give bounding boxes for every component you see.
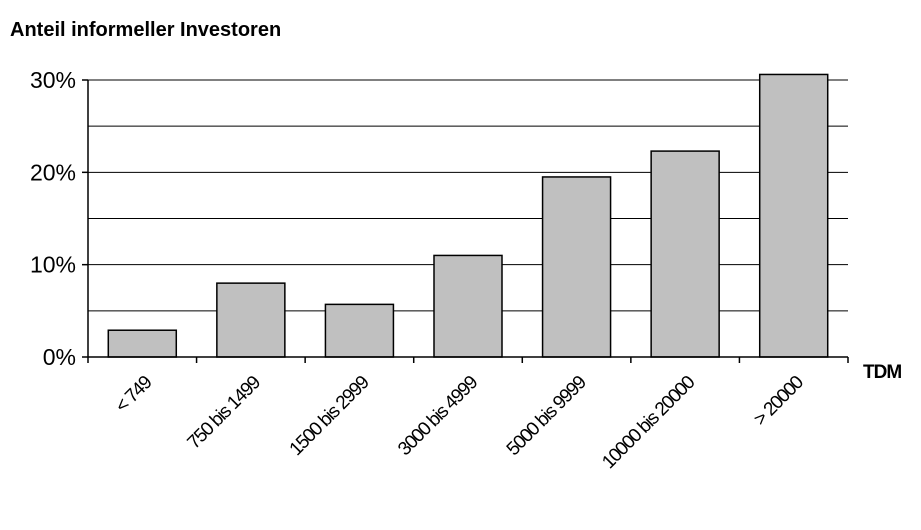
y-tick-label: 20% — [30, 159, 76, 185]
bar-6 — [758, 73, 829, 358]
x-tick-labels: < 749 750 bis 1499 1500 bis 2999 3000 bis 4… — [112, 372, 808, 473]
bar-0 — [107, 329, 178, 358]
x-tick-label: 5000 bis 9999 — [503, 372, 591, 460]
y-tick-labels: 0% 10% 20% 30% — [30, 67, 76, 370]
x-tick-label: 10000 bis 20000 — [598, 372, 699, 473]
bars — [107, 73, 829, 358]
chart-title: Anteil informeller Investoren — [10, 19, 282, 41]
x-tick-label: 3000 bis 4999 — [394, 372, 482, 460]
x-tick-label: 1500 bis 2999 — [286, 372, 374, 460]
x-tick-label: < 749 — [112, 372, 157, 417]
y-tick-label: 10% — [30, 252, 76, 278]
x-tick-label: > 20000 — [750, 372, 808, 430]
bar-4 — [541, 176, 612, 358]
bar-5 — [650, 150, 720, 358]
x-tick-label: 750 bis 1499 — [184, 372, 265, 453]
bar-2 — [324, 303, 395, 358]
y-tick-label: 30% — [30, 67, 76, 93]
axes — [82, 79, 849, 363]
bar-1 — [216, 282, 286, 358]
bar-3 — [433, 254, 503, 358]
x-axis-unit-label: TDM — [863, 362, 901, 383]
y-tick-label: 0% — [43, 344, 76, 370]
